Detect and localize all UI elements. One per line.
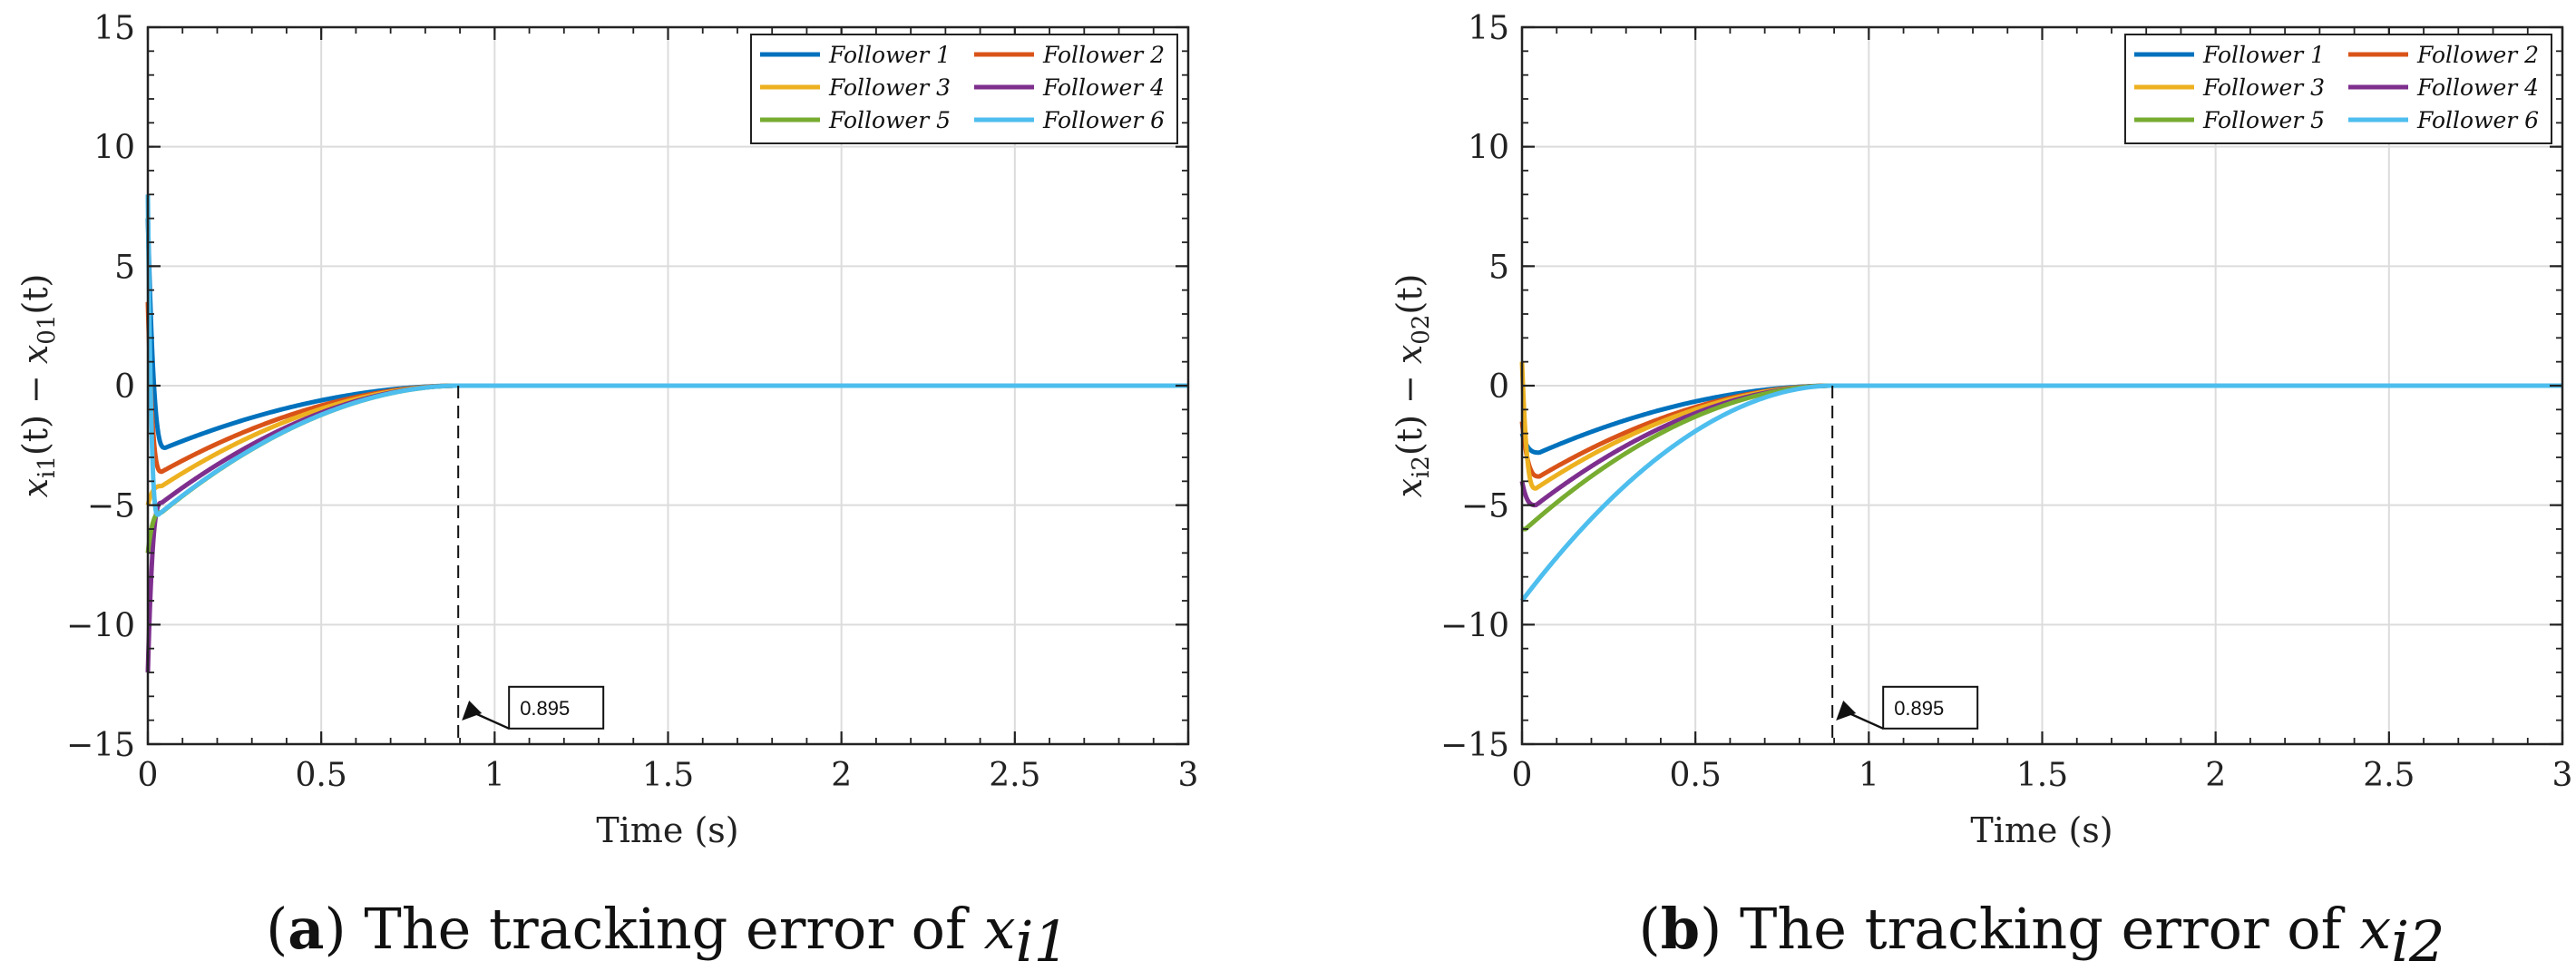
annotation-box [508, 685, 605, 730]
series-line [1519, 383, 2562, 603]
legend-entry: Follower 5 [828, 107, 951, 133]
y-axis-label-end: (t) [15, 274, 55, 315]
x-axis-label: Time (s) [1970, 810, 2113, 850]
panel-a: 0 0.5 1 1.5 2 2.5 3 −15 −10 −5 0 5 10 15 0.895 Follow… [15, 10, 1198, 971]
x-tick-label: 1 [484, 757, 505, 794]
annotation-text: 0.895 [1894, 697, 1944, 720]
annotation-arrow-head [462, 701, 483, 721]
caption-open-paren: ( [1639, 896, 1661, 962]
legend-entry: Follower 3 [828, 74, 951, 101]
series-line [145, 194, 1188, 517]
y-axis-label-var1: x [1390, 478, 1429, 497]
caption-open-paren: ( [266, 896, 288, 962]
legend-entry: Follower 1 [828, 42, 951, 68]
legend-entry: Follower 2 [1042, 42, 1165, 68]
y-axis-label-var1: x [15, 478, 55, 497]
y-axis-label-mid: (t) − [1390, 364, 1429, 456]
annotation: 0.895 [457, 386, 605, 744]
caption-sub: i1 [1016, 908, 1069, 971]
x-tick-label: 2 [831, 757, 852, 794]
annotation: 0.895 [1831, 386, 1979, 744]
x-tick-label: 1.5 [2016, 757, 2068, 794]
x-axis-label: Time (s) [596, 810, 738, 850]
y-tick-label: 10 [93, 130, 135, 167]
y-axis-label-mid: (t) − [15, 364, 55, 456]
y-tick-label: 15 [93, 10, 135, 47]
caption-close-paren: ) [1700, 896, 1740, 962]
x-tick-label: 0 [138, 757, 159, 794]
caption-var: x [984, 896, 1016, 962]
y-tick-label: 0 [1488, 368, 1509, 406]
y-tick-label: −10 [1440, 607, 1509, 644]
y-tick-label: −10 [66, 607, 135, 644]
y-tick-label: −15 [66, 727, 135, 764]
legend-box [750, 34, 1178, 144]
caption-text: The tracking error of [1740, 896, 2359, 962]
y-tick-label: 5 [1488, 249, 1509, 286]
x-tick-label: 2.5 [2363, 757, 2415, 794]
x-tick-label: 0 [1512, 757, 1533, 794]
x-tick-label: 1.5 [642, 757, 694, 794]
panel-b: 0 0.5 1 1.5 2 2.5 3 −15 −10 −5 0 5 10 15 0.895 Follow… [1390, 10, 2572, 971]
legend-entry: Follower 2 [2416, 42, 2539, 68]
y-axis-label-sub1: i2 [1408, 456, 1435, 478]
legend: Follower 1 Follower 2 Follower 3 Follower 4… [2124, 34, 2552, 144]
caption-text: The tracking error of [364, 896, 983, 962]
y-axis-label-end: (t) [1390, 274, 1429, 315]
y-axis-label: xi2(t) − x02(t) [1390, 274, 1435, 498]
caption-label: b [1661, 896, 1700, 962]
annotation-box [1882, 685, 1979, 730]
y-tick-label: −5 [1461, 488, 1509, 525]
legend-entry: Follower 6 [1042, 107, 1165, 133]
legend-entry: Follower 4 [2416, 74, 2539, 101]
y-tick-label: 0 [114, 368, 135, 406]
y-axis-label-sub2: 02 [1408, 315, 1435, 345]
x-tick-label: 2 [2205, 757, 2226, 794]
x-tick-label: 2.5 [989, 757, 1040, 794]
y-tick-label: 10 [1468, 130, 1509, 167]
legend-box [2124, 34, 2552, 144]
y-tick-label: 5 [114, 249, 135, 286]
ticks: 0 0.5 1 1.5 2 2.5 3 −15 −10 −5 0 5 10 15 [1440, 10, 2572, 794]
legend-entry: Follower 3 [2202, 74, 2325, 101]
caption-a: (a) The tracking error of xi1 [266, 896, 1069, 971]
y-axis-label-sub1: i1 [34, 456, 61, 478]
series-group [145, 194, 1188, 673]
y-axis-label-sub2: 01 [34, 315, 61, 345]
caption-sub: i2 [2391, 908, 2444, 971]
y-tick-label: −5 [87, 488, 135, 525]
legend: Follower 1 Follower 2 Follower 3 Follower 4… [750, 34, 1178, 144]
x-tick-label: 0.5 [1670, 757, 1722, 794]
series-group [1519, 360, 2562, 603]
y-axis-label-var2: x [1390, 345, 1429, 364]
ticks: 0 0.5 1 1.5 2 2.5 3 −15 −10 −5 0 5 10 15 [66, 10, 1198, 794]
legend-entry: Follower 4 [1042, 74, 1165, 101]
x-tick-label: 3 [2552, 757, 2573, 794]
y-axis-label: xi1(t) − x01(t) [15, 274, 61, 498]
legend-entry: Follower 1 [2202, 42, 2325, 68]
caption-var: x [2359, 896, 2391, 962]
caption-label: a [288, 896, 324, 962]
y-axis-label-var2: x [15, 345, 55, 364]
x-tick-label: 0.5 [296, 757, 347, 794]
x-tick-label: 3 [1178, 757, 1199, 794]
annotation-arrow-head [1836, 701, 1857, 721]
x-tick-label: 1 [1859, 757, 1879, 794]
caption-close-paren: ) [324, 896, 364, 962]
y-tick-label: −15 [1440, 727, 1509, 764]
legend-entry: Follower 5 [2202, 107, 2325, 133]
caption-b: (b) The tracking error of xi2 [1639, 896, 2445, 971]
annotation-text: 0.895 [520, 697, 570, 720]
y-tick-label: 15 [1468, 10, 1509, 47]
legend-entry: Follower 6 [2416, 107, 2539, 133]
